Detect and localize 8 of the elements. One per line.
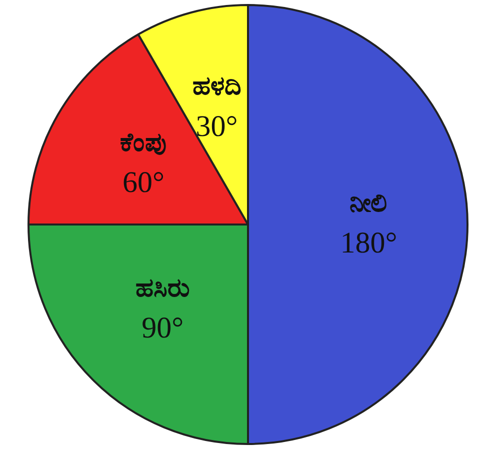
- slice-label: ನೀಲಿ: [350, 188, 388, 218]
- data-label: 180°: [340, 226, 398, 260]
- slice-label: ಹಸಿರು: [136, 274, 190, 304]
- data-label: 30°: [196, 110, 238, 143]
- data-label: 90°: [142, 312, 184, 345]
- data-label: 60°: [122, 166, 164, 200]
- slice-label: ಕೆಂಪು: [120, 128, 167, 158]
- slice-label: ಹಳದಿ: [192, 72, 242, 102]
